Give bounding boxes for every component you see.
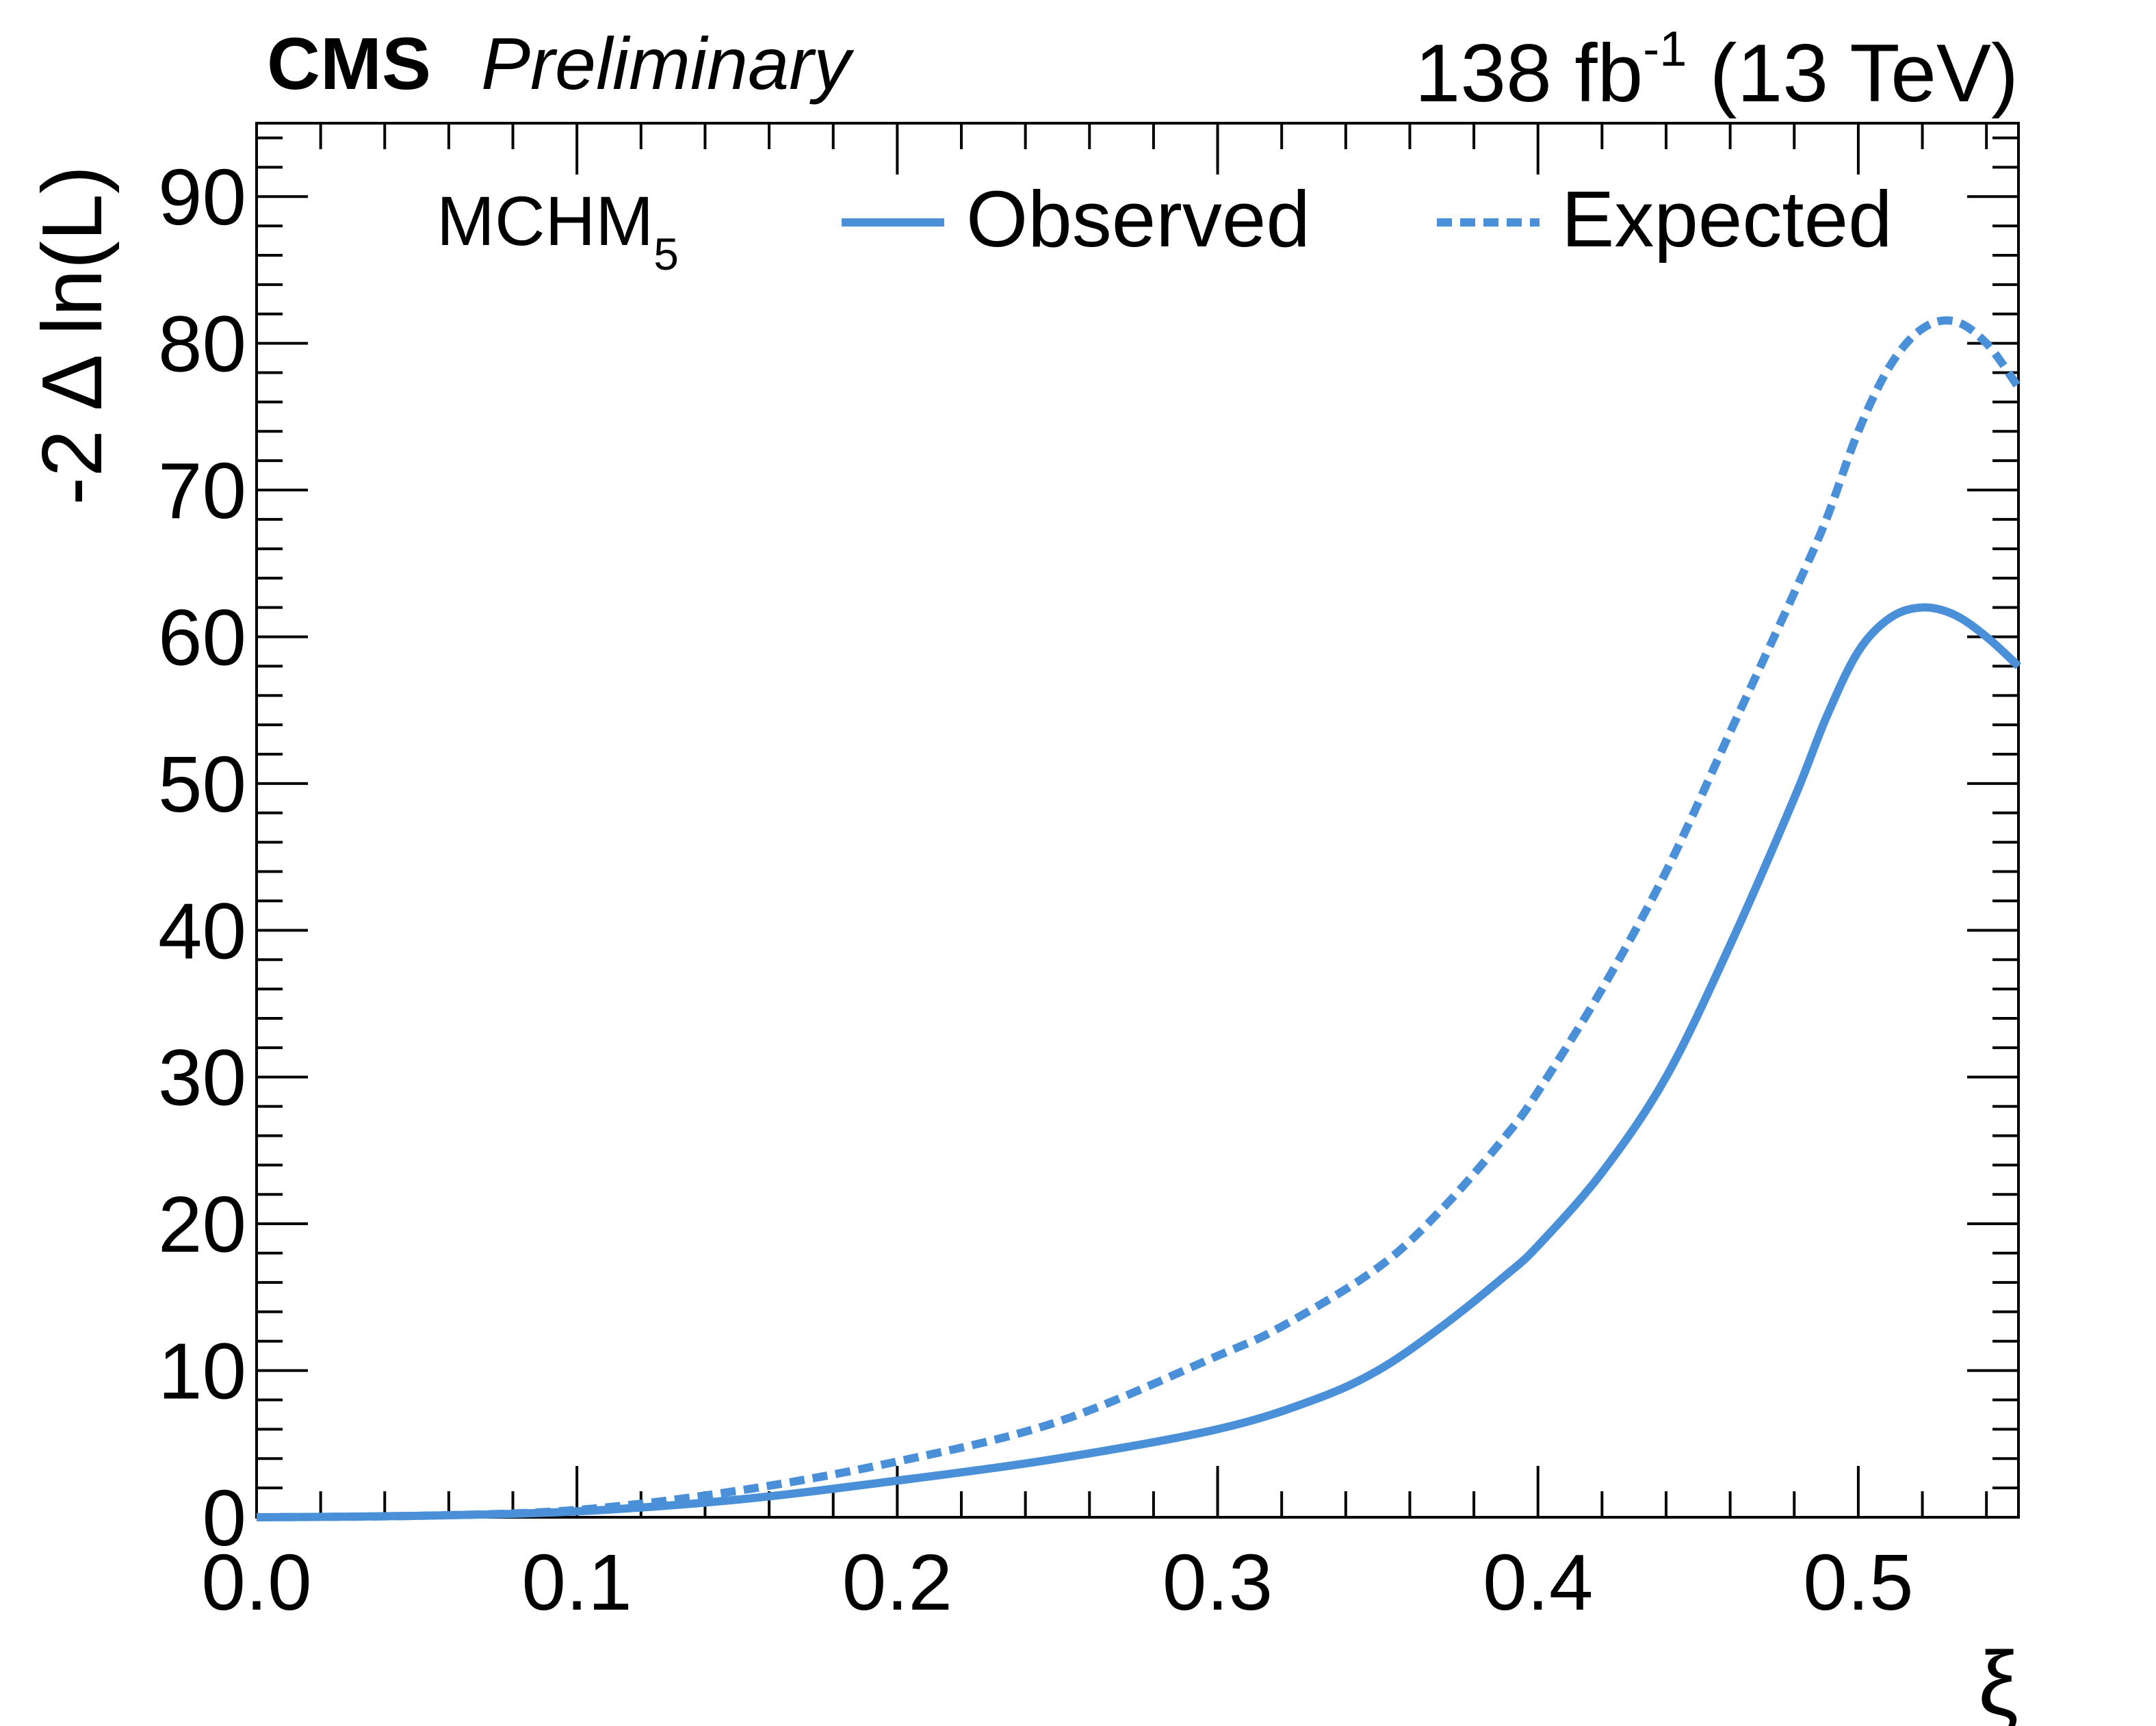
legend: MCHM5 Observed Expected [437,175,1893,279]
axis-ticks [255,123,2018,1519]
x-tick-label: 0.2 [842,1538,952,1627]
legend-model-sub: 5 [653,229,679,279]
legend-model: MCHM [437,182,653,260]
lumi-energy-label: 138 fb-1 (13 TeV) [1415,22,2018,119]
y-tick-label: 60 [158,593,246,682]
plot-frame [255,122,2020,1519]
y-tick-labels: 0 10 20 30 40 50 60 70 80 90 [158,153,246,1562]
y-tick-label: 80 [158,300,246,389]
y-tick-label: 70 [158,446,246,535]
x-tick-label: 0.5 [1803,1538,1913,1627]
y-tick-label: 50 [158,740,246,829]
series-curves [256,316,2022,1521]
y-tick-label: 10 [158,1327,246,1416]
y-tick-label: 20 [158,1180,246,1269]
legend-model-label: MCHM5 [437,182,679,279]
y-axis-label: -2 Δ ln(L) [25,166,120,505]
series-line-expected [256,316,2022,1521]
x-axis-label: ξ [1978,1633,2018,1726]
y-tick-label: 30 [158,1033,246,1122]
status-label: Preliminary [481,22,855,105]
series-line-observed [256,603,2022,1521]
x-tick-label: 0.1 [522,1538,632,1627]
lumi-value: 138 fb [1415,27,1644,119]
experiment-label: CMS [267,22,431,105]
legend-expected-label: Expected [1561,175,1893,263]
x-tick-labels: 0.0 0.1 0.2 0.3 0.4 0.5 [201,1538,1913,1627]
energy-value: (13 TeV) [1687,27,2018,119]
y-tick-label: 40 [158,886,246,975]
y-tick-label: 90 [158,153,246,242]
x-tick-label: 0.3 [1163,1538,1273,1627]
x-tick-label: 0.0 [201,1538,311,1627]
x-tick-label: 0.4 [1483,1538,1593,1627]
y-tick-label: 0 [202,1473,246,1562]
legend-observed-label: Observed [966,175,1310,263]
lumi-exponent: -1 [1643,22,1687,77]
